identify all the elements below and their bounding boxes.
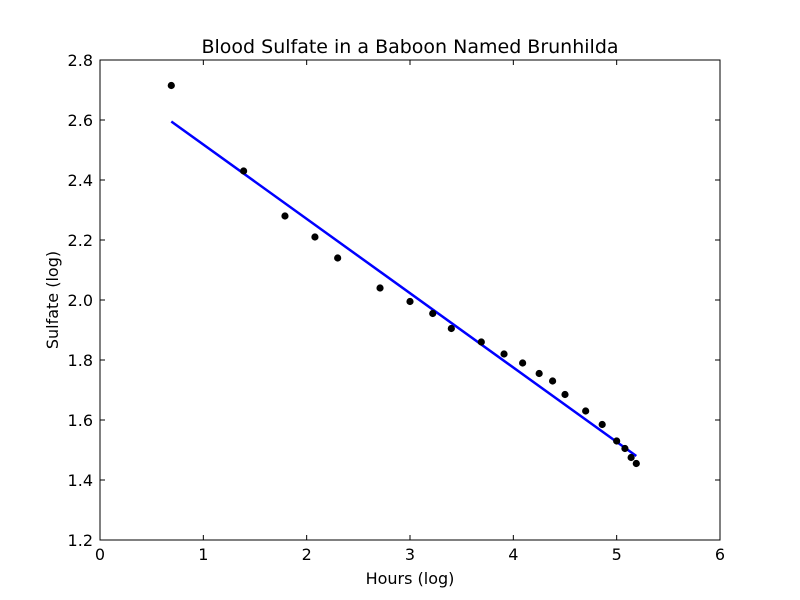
x-axis-title: Hours (log) [366,569,455,588]
data-point [477,338,485,346]
x-tick-label: 1 [198,545,208,564]
data-point [519,359,527,367]
y-tick-label: 2.8 [68,51,93,70]
x-tick-label: 0 [95,545,105,564]
y-tick-label: 2.2 [68,231,93,250]
data-point [598,420,606,429]
data-point [632,459,640,468]
y-tick-label: 2.6 [68,111,93,130]
y-tick-label: 1.6 [68,411,93,430]
data-point [167,81,175,90]
x-tick-label: 6 [715,545,725,564]
data-point [621,444,629,453]
chart-title: Blood Sulfate in a Baboon Named Brunhild… [201,36,618,58]
fit-line [170,120,638,458]
x-tick-label: 2 [302,545,312,564]
data-point [535,369,543,378]
data-point [561,390,569,399]
data-point [376,284,384,292]
plot-frame [99,59,721,541]
x-tick-label: 4 [508,545,518,564]
x-tick-label: 3 [405,545,415,564]
axis-ticks: 0 1 2 3 4 5 6 1.2 1.4 1.6 1.8 2.0 2.2 2.4 2.6 2.8 [68,51,726,564]
data-point [406,297,414,306]
data-point [582,407,590,415]
y-tick-label: 2.4 [68,171,93,190]
y-tick-label: 1.2 [68,531,93,550]
y-tick-label: 1.8 [68,351,93,370]
y-tick-label: 1.4 [68,471,93,490]
data-point [240,167,248,175]
data-point [429,309,437,318]
data-point [613,437,621,445]
y-tick-label: 2.0 [68,291,93,310]
x-tick-label: 5 [612,545,622,564]
data-point [627,453,635,462]
data-point [447,324,455,333]
chart-marks [167,81,640,468]
data-point [500,350,508,358]
y-axis-title: Sulfate (log) [43,251,62,349]
data-point [281,212,289,220]
data-point [334,254,342,262]
data-point [549,377,557,385]
data-point [311,233,319,241]
